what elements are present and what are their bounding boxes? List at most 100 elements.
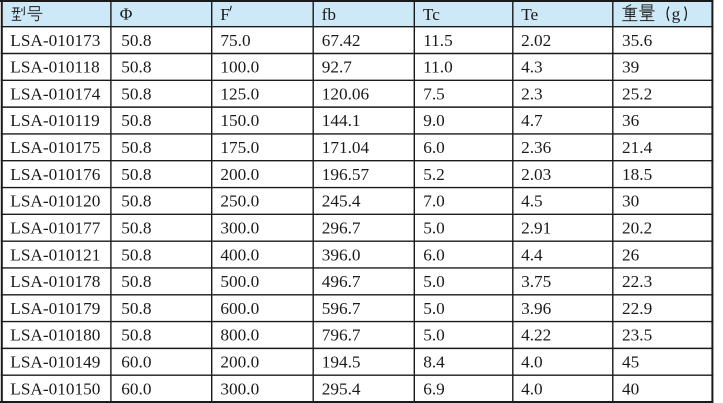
svg-text:LSA-010121: LSA-010121: [10, 245, 100, 264]
svg-text:30: 30: [622, 192, 639, 211]
svg-text:4.3: 4.3: [521, 58, 543, 77]
svg-text:50.8: 50.8: [121, 326, 151, 345]
svg-text:LSA-010119: LSA-010119: [10, 111, 99, 130]
svg-text:39: 39: [622, 58, 639, 77]
svg-text:6.9: 6.9: [423, 379, 445, 398]
svg-text:2.03: 2.03: [521, 165, 551, 184]
svg-text:2.36: 2.36: [521, 138, 552, 157]
svg-text:6.0: 6.0: [423, 138, 445, 157]
svg-text:75.0: 75.0: [220, 31, 250, 50]
svg-text:36: 36: [622, 111, 640, 130]
svg-text:fb: fb: [322, 5, 336, 24]
svg-text:Φ: Φ: [120, 4, 133, 23]
svg-text:120.06: 120.06: [322, 84, 370, 103]
svg-text:5.0: 5.0: [423, 326, 445, 345]
svg-text:295.4: 295.4: [322, 379, 361, 398]
svg-text:300.0: 300.0: [220, 218, 259, 237]
svg-text:4.0: 4.0: [521, 379, 543, 398]
svg-text:4.7: 4.7: [521, 111, 543, 130]
svg-text:60.0: 60.0: [121, 379, 151, 398]
svg-text:LSA-010178: LSA-010178: [10, 272, 100, 291]
svg-text:175.0: 175.0: [220, 138, 259, 157]
svg-text:18.5: 18.5: [622, 165, 652, 184]
svg-text:50.8: 50.8: [121, 31, 151, 50]
svg-text:Tc: Tc: [423, 5, 440, 24]
svg-text:F: F: [220, 5, 230, 24]
svg-text:3.96: 3.96: [521, 299, 552, 318]
svg-text:LSA-010177: LSA-010177: [10, 218, 100, 237]
svg-text:100.0: 100.0: [220, 58, 259, 77]
svg-text:5.0: 5.0: [423, 299, 445, 318]
svg-text:200.0: 200.0: [220, 353, 259, 372]
svg-text:26: 26: [622, 245, 640, 264]
svg-text:250.0: 250.0: [220, 192, 259, 211]
svg-text:50.8: 50.8: [121, 272, 151, 291]
svg-text:600.0: 600.0: [220, 299, 259, 318]
svg-text:LSA-010120: LSA-010120: [10, 192, 100, 211]
svg-text:21.4: 21.4: [622, 138, 653, 157]
svg-text:5.0: 5.0: [423, 272, 445, 291]
svg-text:500.0: 500.0: [220, 272, 259, 291]
svg-text:796.7: 796.7: [322, 326, 361, 345]
svg-text:2.91: 2.91: [521, 218, 551, 237]
svg-text:200.0: 200.0: [220, 165, 259, 184]
svg-text:496.7: 496.7: [322, 272, 361, 291]
svg-text:6.0: 6.0: [423, 245, 445, 264]
svg-text:LSA-010174: LSA-010174: [10, 84, 100, 103]
svg-text:400.0: 400.0: [220, 245, 259, 264]
svg-text:23.5: 23.5: [622, 326, 652, 345]
svg-text:LSA-010180: LSA-010180: [10, 326, 100, 345]
svg-text:50.8: 50.8: [121, 245, 151, 264]
svg-text:50.8: 50.8: [121, 165, 151, 184]
svg-text:171.04: 171.04: [322, 138, 370, 157]
svg-text:8.4: 8.4: [423, 353, 445, 372]
svg-text:LSA-010179: LSA-010179: [10, 299, 100, 318]
svg-text:35.6: 35.6: [622, 31, 653, 50]
svg-text:50.8: 50.8: [121, 192, 151, 211]
svg-text:45: 45: [622, 353, 639, 372]
svg-text:196.57: 196.57: [322, 165, 370, 184]
svg-text:60.0: 60.0: [121, 353, 151, 372]
svg-text:5.2: 5.2: [423, 165, 445, 184]
svg-text:40: 40: [622, 379, 639, 398]
svg-text:144.1: 144.1: [322, 111, 361, 130]
svg-text:245.4: 245.4: [322, 192, 361, 211]
svg-text:25.2: 25.2: [622, 84, 652, 103]
svg-text:67.42: 67.42: [322, 31, 361, 50]
svg-text:LSA-010173: LSA-010173: [10, 31, 100, 50]
svg-text:3.75: 3.75: [521, 272, 551, 291]
svg-text:4.4: 4.4: [521, 245, 543, 264]
svg-text:50.8: 50.8: [121, 58, 151, 77]
svg-text:4.0: 4.0: [521, 353, 543, 372]
svg-text:2.02: 2.02: [521, 31, 551, 50]
svg-text:50.8: 50.8: [121, 111, 151, 130]
svg-text:LSA-010175: LSA-010175: [10, 138, 100, 157]
svg-text:2.3: 2.3: [521, 84, 543, 103]
svg-text:9.0: 9.0: [423, 111, 445, 130]
svg-text:Te: Te: [521, 5, 538, 24]
svg-text:20.2: 20.2: [622, 218, 652, 237]
svg-text:LSA-010149: LSA-010149: [10, 353, 100, 372]
svg-text:150.0: 150.0: [220, 111, 259, 130]
svg-text:92.7: 92.7: [322, 58, 353, 77]
svg-text:22.3: 22.3: [622, 272, 652, 291]
svg-text:g: g: [672, 4, 681, 23]
svg-text:5.0: 5.0: [423, 218, 445, 237]
svg-text:596.7: 596.7: [322, 299, 361, 318]
svg-text:800.0: 800.0: [220, 326, 259, 345]
svg-text:11.0: 11.0: [423, 58, 453, 77]
svg-text:4.5: 4.5: [521, 192, 543, 211]
svg-text:LSA-010118: LSA-010118: [10, 58, 99, 77]
svg-text:4.22: 4.22: [521, 326, 551, 345]
svg-text:11.5: 11.5: [423, 31, 453, 50]
svg-text:22.9: 22.9: [622, 299, 652, 318]
svg-text:194.5: 194.5: [322, 353, 361, 372]
svg-text:50.8: 50.8: [121, 84, 151, 103]
svg-text:7.0: 7.0: [423, 192, 445, 211]
svg-text:300.0: 300.0: [220, 379, 259, 398]
svg-text:125.0: 125.0: [220, 84, 259, 103]
svg-text:7.5: 7.5: [423, 84, 445, 103]
svg-text:50.8: 50.8: [121, 138, 151, 157]
svg-text:LSA-010176: LSA-010176: [10, 165, 100, 184]
svg-text:296.7: 296.7: [322, 218, 361, 237]
